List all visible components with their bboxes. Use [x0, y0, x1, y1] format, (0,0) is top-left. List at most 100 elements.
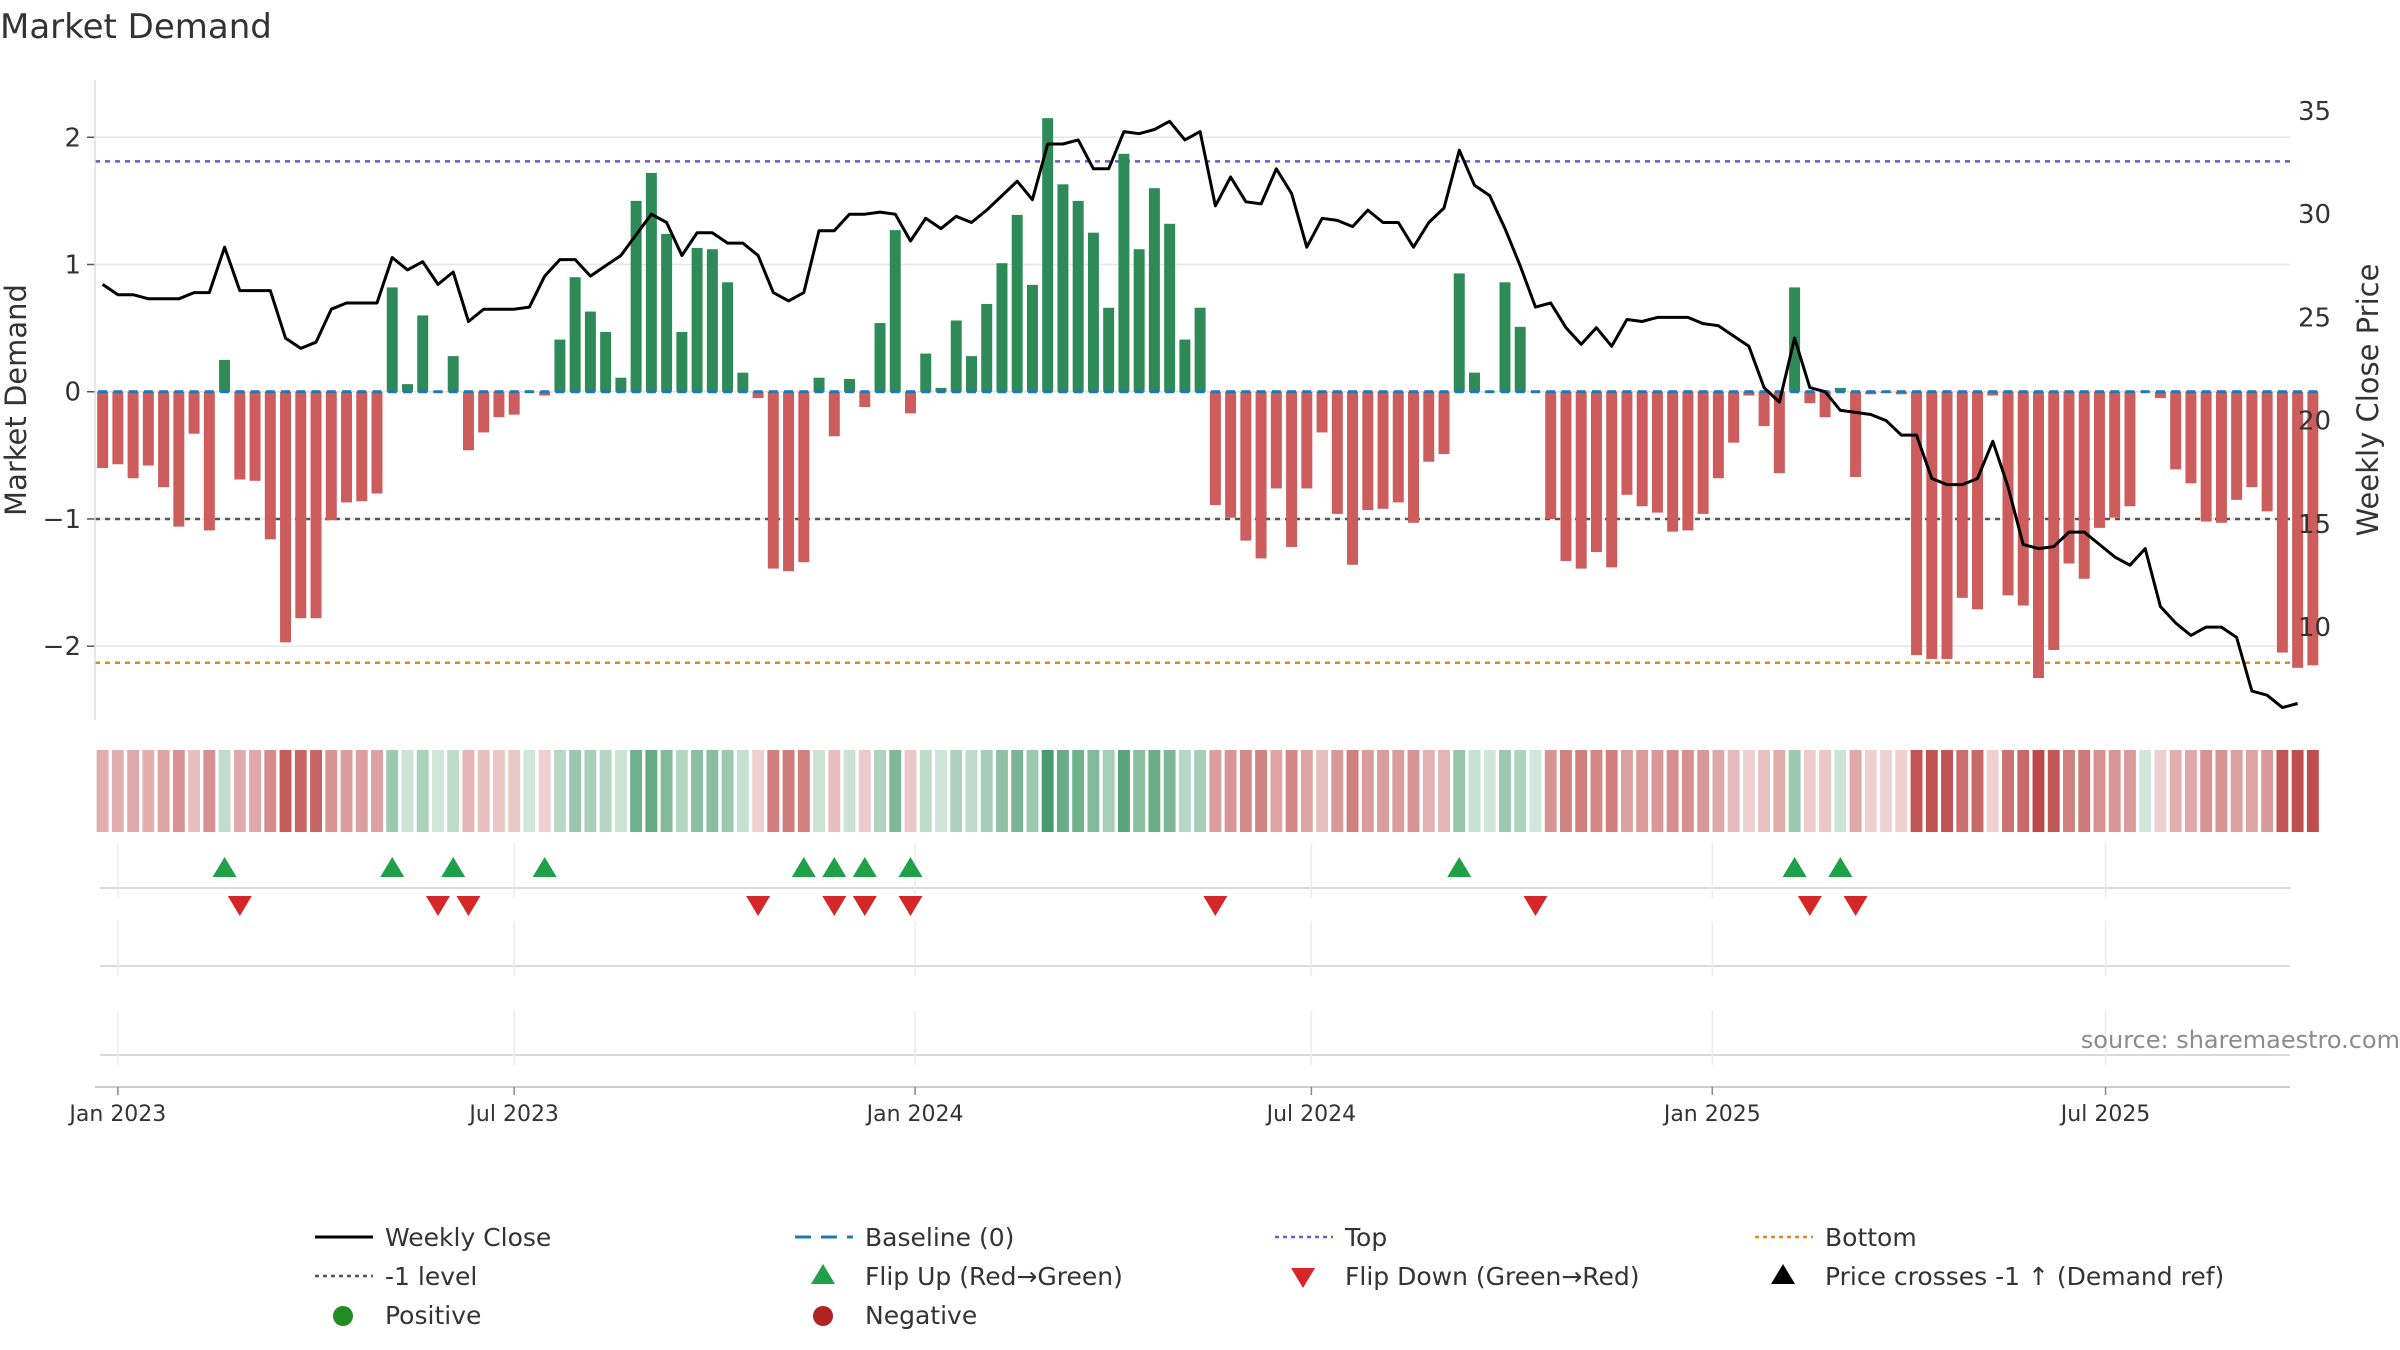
legend-swatch	[811, 1264, 835, 1284]
demand-bar	[508, 391, 520, 415]
demand-bar	[341, 391, 352, 503]
legend-label: Bottom	[1825, 1223, 1917, 1252]
heat-cell	[401, 750, 414, 832]
demand-bar	[234, 391, 246, 480]
legend-item-flip-down: Flip Down (Green→Red)	[1291, 1262, 1640, 1291]
heat-cell	[2245, 750, 2258, 832]
flip-up-marker	[822, 857, 847, 877]
y-left-tick-label: 2	[64, 123, 81, 153]
heat-cell	[1986, 750, 1999, 832]
heat-cell	[355, 750, 368, 832]
demand-bar	[1392, 391, 1404, 503]
demand-bar	[767, 391, 779, 569]
heat-cell	[2215, 750, 2228, 832]
heat-cell	[1651, 750, 1664, 832]
heat-cell	[2291, 750, 2304, 832]
demand-bar	[1469, 372, 1480, 392]
demand-bar	[539, 391, 551, 396]
heat-cell	[2108, 750, 2121, 832]
x-tick-label: Jan 2023	[67, 1102, 166, 1127]
demand-bar	[813, 377, 825, 392]
heat-cell	[1133, 750, 1146, 832]
demand-bar	[1301, 391, 1313, 489]
heat-cell	[1361, 750, 1374, 832]
x-tick-label: Jul 2024	[1265, 1102, 1357, 1127]
heat-cell	[340, 750, 353, 832]
legend-item-positive: Positive	[333, 1301, 481, 1330]
demand-bar	[2078, 391, 2090, 579]
demand-bar	[2170, 391, 2182, 470]
demand-bar	[1347, 391, 1359, 565]
legend-item-weekly-close: Weekly Close	[315, 1223, 551, 1252]
heat-cell	[325, 750, 338, 832]
demand-bar	[828, 391, 840, 437]
heat-cell	[1560, 750, 1572, 832]
demand-bar	[2048, 391, 2060, 651]
heat-cell	[188, 750, 201, 832]
heat-cell	[889, 750, 902, 832]
y-left-tick-label: −2	[43, 632, 81, 662]
flip-up-marker	[898, 857, 923, 877]
heat-cell	[2047, 750, 2060, 832]
heat-cell	[1529, 750, 1542, 832]
heat-cell	[2063, 750, 2075, 832]
demand-bar	[1941, 391, 1953, 659]
heat-cell	[736, 750, 749, 832]
demand-bar	[1514, 326, 1526, 392]
heat-cell	[1834, 750, 1847, 832]
weekly-close-line	[101, 119, 2298, 710]
heat-cell	[660, 750, 673, 832]
demand-bar	[1773, 391, 1785, 474]
demand-bar	[386, 287, 398, 392]
demand-bar	[1728, 391, 1740, 443]
y-right-tick-label: 35	[2298, 97, 2331, 127]
heat-cell	[1392, 750, 1405, 832]
demand-bar	[447, 356, 459, 392]
demand-bar	[1209, 391, 1221, 505]
chart-legend: Weekly Close Baseline (0) Top Bottom -1 leve…	[315, 1223, 2224, 1330]
demand-bar	[1453, 273, 1465, 392]
heat-cell	[2184, 750, 2197, 832]
heat-cell	[752, 750, 765, 832]
heat-cell	[1681, 750, 1694, 832]
x-tick-label: Jul 2025	[2059, 1102, 2151, 1127]
heat-cell	[1956, 750, 1969, 832]
heat-cell	[935, 750, 947, 832]
heat-cell	[1819, 750, 1832, 832]
heat-cell	[1803, 750, 1816, 832]
flip-up-marker	[1447, 857, 1472, 877]
demand-bar	[2276, 391, 2288, 653]
demand-bar	[2124, 391, 2136, 507]
demand-bar	[630, 200, 642, 392]
heat-cell	[172, 750, 185, 832]
heat-cell	[1056, 750, 1069, 832]
demand-bar	[920, 353, 932, 392]
demand-bar	[600, 331, 612, 392]
flip-down-marker	[1843, 896, 1868, 916]
demand-bar	[1225, 391, 1237, 518]
heat-cell	[858, 750, 871, 832]
demand-bar	[2154, 391, 2166, 399]
heat-cell	[447, 750, 460, 832]
heat-cell	[1407, 750, 1420, 832]
demand-bar	[1042, 118, 1054, 392]
flip-down-marker	[822, 896, 847, 916]
flip-signal-panels	[100, 843, 2290, 1065]
demand-bar	[1362, 391, 1374, 511]
y-left-tick-label: −1	[43, 505, 81, 535]
flip-down-marker	[1523, 896, 1548, 916]
demand-bar	[569, 277, 581, 392]
demand-bar	[905, 391, 916, 414]
heat-cell	[1041, 750, 1054, 832]
heat-cell	[828, 750, 841, 832]
flip-up-marker	[1782, 857, 1807, 877]
heat-cell	[508, 750, 521, 832]
heat-cell	[1941, 750, 1953, 832]
heat-cell	[157, 750, 170, 832]
x-tick-label: Jan 2024	[865, 1102, 964, 1127]
demand-bar	[1194, 307, 1206, 392]
demand-bar	[1331, 391, 1343, 514]
demand-bar	[1179, 339, 1191, 392]
demand-bar	[158, 391, 170, 488]
